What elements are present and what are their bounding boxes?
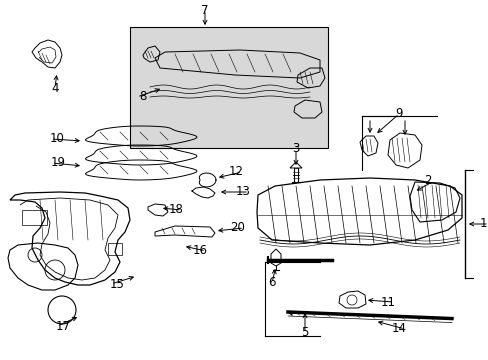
Text: 14: 14 bbox=[391, 323, 406, 336]
Text: 10: 10 bbox=[49, 132, 64, 145]
Text: 20: 20 bbox=[230, 221, 245, 234]
Text: 12: 12 bbox=[228, 166, 243, 179]
Text: 18: 18 bbox=[168, 203, 183, 216]
Text: 4: 4 bbox=[51, 81, 59, 94]
Text: 1: 1 bbox=[478, 217, 486, 230]
Text: 8: 8 bbox=[139, 90, 146, 104]
Bar bbox=[108, 243, 122, 255]
Text: 11: 11 bbox=[380, 296, 395, 309]
Text: 7: 7 bbox=[201, 4, 208, 17]
Text: 2: 2 bbox=[424, 175, 431, 188]
Text: 6: 6 bbox=[268, 276, 275, 289]
Text: 16: 16 bbox=[192, 244, 207, 257]
Bar bbox=[22, 210, 47, 225]
Text: 15: 15 bbox=[109, 278, 124, 291]
Text: 17: 17 bbox=[55, 320, 70, 333]
Text: 13: 13 bbox=[235, 185, 250, 198]
Text: 5: 5 bbox=[301, 327, 308, 339]
Bar bbox=[130, 27, 327, 148]
Text: 19: 19 bbox=[50, 157, 65, 170]
Text: 3: 3 bbox=[292, 143, 299, 156]
Text: 9: 9 bbox=[394, 108, 402, 121]
